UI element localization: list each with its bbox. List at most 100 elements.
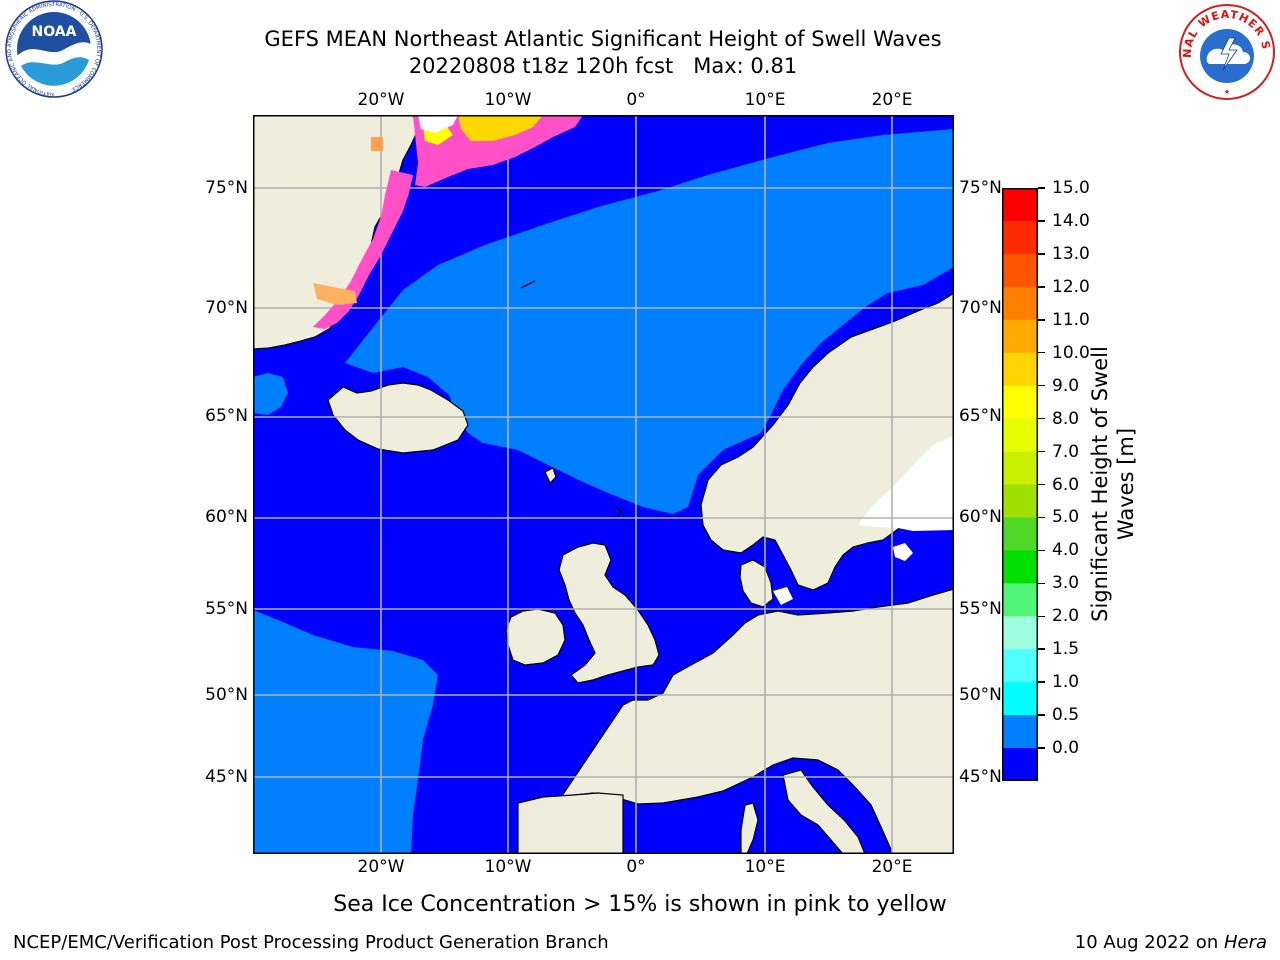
colorbar-tick-label: 10.0	[1052, 342, 1090, 363]
credit-text: NCEP/EMC/Verification Post Processing Pr…	[13, 932, 609, 953]
chart-title: GEFS MEAN Northeast Atlantic Significant…	[264, 27, 942, 51]
colorbar-tick-mark	[1038, 615, 1045, 618]
left-tick-65n: 65°N	[205, 406, 248, 426]
colorbar-tick-mark	[1038, 253, 1045, 255]
land-iberia	[517, 792, 624, 854]
right-tick-60n: 60°N	[959, 507, 1002, 527]
date-text: 10 Aug 2022 on	[1074, 932, 1224, 953]
land-shetland	[615, 506, 622, 520]
colorbar-tick-mark	[1038, 351, 1045, 354]
nodata-lakes	[773, 543, 913, 605]
colorbar-segment	[1002, 583, 1038, 617]
colorbar-segment	[1002, 352, 1038, 387]
colorbar-segment	[1002, 220, 1038, 255]
colorbar-tick-mark	[1038, 747, 1045, 749]
left-tick-60n: 60°N	[205, 507, 248, 527]
colorbar-tick-label: 0.5	[1052, 705, 1080, 726]
colorbar-tick-label: 14.0	[1052, 210, 1090, 231]
top-tick-0: 0°	[626, 90, 646, 110]
land-great-britain	[558, 542, 660, 684]
colorbar-segment	[1002, 418, 1038, 453]
chart-subtitle: 20220808 t18z 120h fcst Max: 0.81	[0, 53, 1206, 80]
left-tick-70n: 70°N	[205, 298, 248, 318]
colorbar-tick-mark	[1038, 549, 1045, 552]
sea-ice-note: Sea Ice Concentration > 15% is shown in …	[333, 892, 947, 917]
bottom-tick-20e: 20°E	[871, 857, 913, 877]
colorbar-label: Significant Height of Swell Waves [m]	[1088, 346, 1138, 622]
colorbar-tick-label: 3.0	[1052, 573, 1080, 594]
colorbar-segment	[1002, 484, 1038, 519]
colorbar-tick-label: 8.0	[1052, 408, 1080, 429]
colorbar-segment	[1002, 319, 1038, 354]
colorbar-tick-mark	[1038, 483, 1045, 486]
baltic-gulf-finland	[893, 525, 954, 531]
machine-name: Hera	[1223, 932, 1267, 953]
colorbar-tick-label: 13.0	[1052, 243, 1090, 264]
colorbar-segment	[1002, 748, 1038, 781]
colorbar-tick-label: 1.0	[1052, 672, 1080, 693]
colorbar-segment	[1002, 550, 1038, 584]
generation-date: 10 Aug 2022 on Hera	[1075, 932, 1267, 954]
colorbar	[1002, 188, 1038, 781]
left-tick-45n: 45°N	[205, 767, 248, 787]
top-tick-20e: 20°E	[871, 90, 913, 110]
land-jan-mayen	[520, 280, 536, 289]
bottom-tick-10e: 10°E	[744, 857, 786, 877]
colorbar-tick-mark	[1038, 384, 1045, 387]
colorbar-tick-mark	[1038, 681, 1045, 683]
colorbar-tick-mark	[1038, 220, 1045, 222]
colorbar-segment	[1002, 188, 1038, 222]
land-faroe	[544, 467, 557, 485]
colorbar-segment	[1002, 253, 1038, 288]
swell-region-greenland	[253, 373, 288, 415]
top-tick-10w: 10°W	[484, 90, 532, 110]
forecast-date: 20220808 t18z 120h fcst	[408, 54, 674, 78]
colorbar-segment	[1002, 715, 1038, 749]
colorbar-tick-mark	[1038, 648, 1045, 650]
baltic-gulf-bothnia	[858, 435, 954, 528]
colorbar-tick-label: 6.0	[1052, 474, 1080, 495]
max-value: Max: 0.81	[693, 54, 798, 78]
swell-region-southwest	[253, 610, 438, 854]
sea-adriatic	[798, 767, 883, 854]
right-tick-70n: 70°N	[959, 298, 1002, 318]
colorbar-tick-mark	[1038, 417, 1045, 420]
colorbar-segment	[1002, 517, 1038, 551]
colorbar-segment	[1002, 286, 1038, 321]
colorbar-tick-mark	[1038, 714, 1045, 716]
left-tick-75n: 75°N	[205, 178, 248, 198]
noaa-logo: NATIONAL OCEANIC AND ATMOSPHERIC ADMINIS…	[5, 0, 103, 98]
bottom-tick-20w: 20°W	[357, 857, 405, 877]
nws-logo: NATIONAL WEATHER SERVICE ★	[1177, 2, 1275, 100]
colorbar-tick-mark	[1038, 187, 1045, 189]
colorbar-tick-label: 5.0	[1052, 507, 1080, 528]
colorbar-tick-label: 9.0	[1052, 375, 1080, 396]
bottom-tick-10w: 10°W	[484, 857, 532, 877]
noaa-wordmark: NOAA	[32, 24, 77, 40]
colorbar-segment	[1002, 682, 1038, 716]
colorbar-tick-mark	[1038, 286, 1045, 288]
colorbar-tick-label: 15.0	[1052, 178, 1090, 198]
left-tick-50n: 50°N	[205, 685, 248, 705]
map-plot	[253, 115, 954, 854]
svg-text:★: ★	[1224, 88, 1230, 96]
colorbar-segment	[1002, 616, 1038, 650]
top-tick-10e: 10°E	[744, 90, 786, 110]
right-tick-45n: 45°N	[959, 767, 1002, 787]
right-tick-55n: 55°N	[959, 599, 1002, 619]
colorbar-tick-label: 12.0	[1052, 276, 1090, 297]
colorbar-segment	[1002, 451, 1038, 486]
top-tick-20w: 20°W	[357, 90, 405, 110]
colorbar-tick-label: 1.5	[1052, 639, 1080, 660]
colorbar-tick-mark	[1038, 319, 1045, 321]
colorbar-tick-label: 2.0	[1052, 606, 1080, 627]
land-iceland	[327, 382, 469, 454]
bottom-tick-0: 0°	[626, 857, 646, 877]
colorbar-segment	[1002, 649, 1038, 683]
sea-ice	[313, 115, 583, 329]
colorbar-tick-mark	[1038, 582, 1045, 585]
colorbar-tick-mark	[1038, 450, 1045, 453]
colorbar-segment	[1002, 385, 1038, 420]
land-ireland	[505, 608, 566, 666]
right-tick-65n: 65°N	[959, 406, 1002, 426]
